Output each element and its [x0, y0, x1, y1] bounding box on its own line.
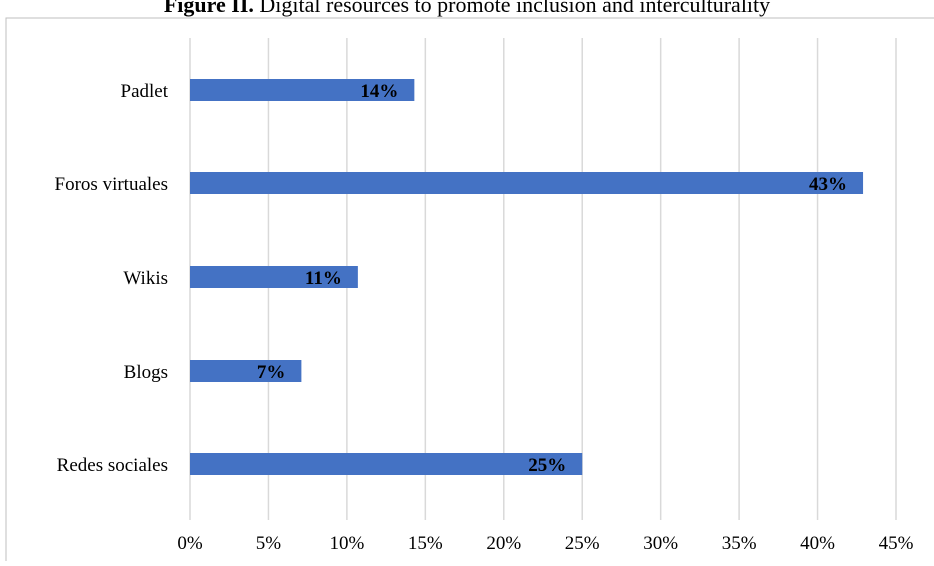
x-tick-label: 25%	[565, 533, 600, 554]
bar	[190, 360, 302, 382]
data-label: 43%	[809, 174, 847, 195]
chart-title-bold: Figure II.	[164, 0, 254, 17]
data-label: 11%	[305, 268, 342, 289]
x-tick-label: 15%	[408, 533, 443, 554]
x-tick-label: 40%	[800, 533, 835, 554]
category-label: Padlet	[121, 81, 169, 102]
x-tick-labels: 0% 5% 10% 15% 20% 25% 30% 35% 40% 45%	[177, 533, 913, 554]
category-label: Redes sociales	[57, 455, 168, 476]
category-label: Blogs	[124, 362, 168, 383]
x-tick-label: 10%	[329, 533, 364, 554]
x-tick-label: 5%	[256, 533, 282, 554]
bar	[190, 266, 358, 288]
chart-title: Figure II. Digital resources to promote …	[164, 0, 770, 17]
category-labels: Padlet Foros virtuales Wikis Blogs Redes soc…	[55, 81, 169, 476]
x-tick-label: 30%	[643, 533, 678, 554]
chart-frame	[5, 17, 934, 566]
x-tick-label: 45%	[879, 533, 914, 554]
category-label: Wikis	[123, 268, 168, 289]
category-label: Foros virtuales	[55, 174, 168, 195]
bar	[190, 453, 583, 475]
x-tick-label: 35%	[722, 533, 757, 554]
bar	[190, 172, 864, 194]
bar	[190, 79, 415, 101]
x-tick-label: 0%	[177, 533, 203, 554]
x-tick-label: 20%	[486, 533, 521, 554]
data-label: 14%	[360, 81, 398, 102]
data-label: 7%	[257, 362, 286, 383]
bars: 14% 43% 11% 7% 25%	[190, 79, 864, 476]
data-label: 25%	[528, 455, 566, 476]
chart-title-rest: Digital resources to promote inclusion a…	[254, 0, 770, 17]
